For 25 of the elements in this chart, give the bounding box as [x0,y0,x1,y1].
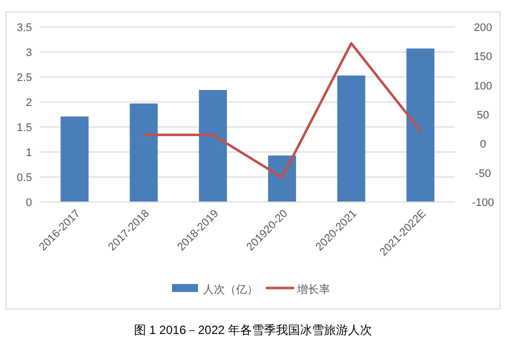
y2-tick-label: 100 [474,80,492,92]
y2-tick-label: 50 [476,110,490,122]
y2-tick-label: 0 [480,138,486,151]
y-tick-label: 1 [26,147,32,159]
line-series [142,42,422,179]
y-tick-label: 0.5 [16,172,32,184]
y-tick-label: 3 [26,47,32,59]
y-tick-label: 0 [26,197,32,209]
y2-tick-label: 150 [474,51,492,64]
bar [60,116,89,202]
bar [268,156,296,202]
y2-tick-label: 200 [474,22,492,34]
y-tick-label: 1.5 [16,122,32,134]
y-tick-label: 2.5 [16,72,32,84]
legend-label: 增长率 [296,283,330,296]
legend-label: 人次（亿） [203,284,258,296]
y2-tick-label: -100 [472,197,494,209]
bar [130,104,158,202]
y-tick-label: 2 [26,97,32,109]
y-tick-label: 3.5 [16,22,32,34]
text: 图 1 2016－2022 年各雪季我国冰雪旅游人次 [134,323,372,337]
bar [406,48,434,202]
bar [198,90,227,202]
y2-tick-label: -50 [475,168,491,180]
bar [337,76,366,202]
